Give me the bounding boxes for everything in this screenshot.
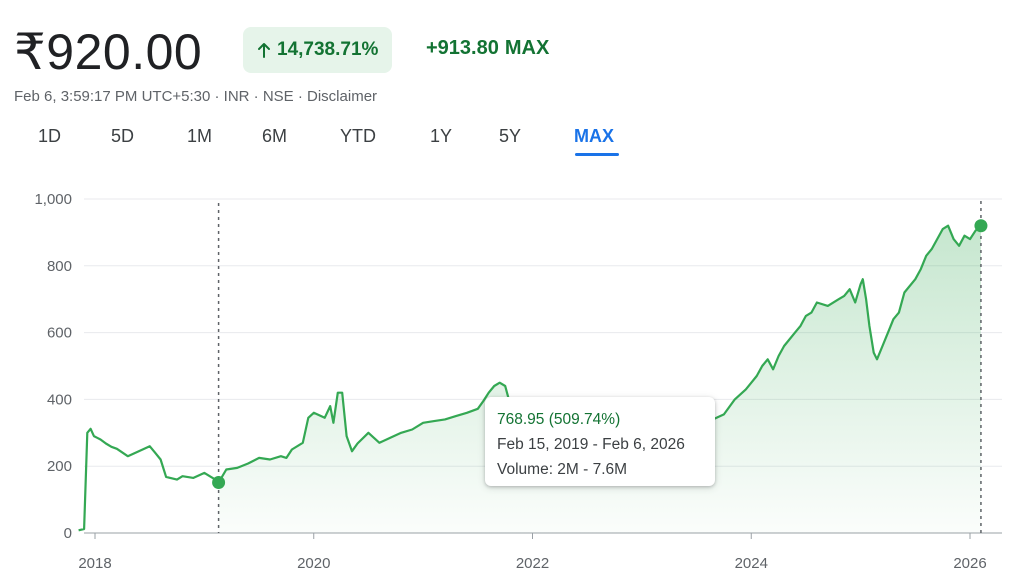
price-chart[interactable]: 0 200 400 600 800 1,000 2018 2020 2022 2024 2026 <box>0 180 1024 588</box>
selection-end-marker <box>974 219 988 233</box>
current-price: ₹920.00 <box>14 24 203 80</box>
tab-1m[interactable]: 1M <box>187 126 213 146</box>
selection-area <box>218 225 981 533</box>
x-tick-label: 2026 <box>953 555 986 572</box>
x-tick-label: 2024 <box>735 555 768 572</box>
arrow-up-icon <box>258 43 270 58</box>
tooltip-range: Feb 15, 2019 - Feb 6, 2026 <box>497 436 685 453</box>
tab-max[interactable]: MAX <box>574 126 614 146</box>
change-abs-value: +913.80 <box>426 37 499 59</box>
quote-meta: Feb 6, 3:59:17 PM UTC+5:30 · INR · NSE ·… <box>14 88 378 105</box>
active-tab-indicator <box>575 153 619 156</box>
tab-1d[interactable]: 1D <box>38 126 62 146</box>
x-tick-label: 2018 <box>78 555 111 572</box>
tab-ytd[interactable]: YTD <box>340 126 376 146</box>
change-percent-badge: 14,738.71% <box>243 27 393 73</box>
tab-1y[interactable]: 1Y <box>430 126 453 146</box>
y-tick-label: 400 <box>47 391 72 408</box>
chart-tooltip: 768.95 (509.74%) Feb 15, 2019 - Feb 6, 2… <box>485 397 715 486</box>
y-tick-label: 600 <box>47 325 72 342</box>
change-period: MAX <box>504 37 550 59</box>
x-tick-label: 2022 <box>516 555 549 572</box>
tooltip-volume: Volume: 2M - 7.6M <box>497 461 628 478</box>
selection-start-marker <box>212 476 226 490</box>
x-tick-label: 2020 <box>297 555 330 572</box>
y-tick-label: 200 <box>47 458 72 475</box>
y-tick-label: 800 <box>47 258 72 275</box>
tab-5y[interactable]: 5Y <box>499 126 522 146</box>
change-absolute: +913.80 MAX <box>426 37 549 60</box>
tab-5d[interactable]: 5D <box>111 126 135 146</box>
y-tick-label: 1,000 <box>34 191 72 208</box>
price-line <box>78 224 982 532</box>
tab-6m[interactable]: 6M <box>262 126 288 146</box>
change-percent: 14,738.71% <box>277 39 379 60</box>
tooltip-value: 768.95 (509.74%) <box>497 411 621 428</box>
y-tick-label: 0 <box>64 525 72 542</box>
